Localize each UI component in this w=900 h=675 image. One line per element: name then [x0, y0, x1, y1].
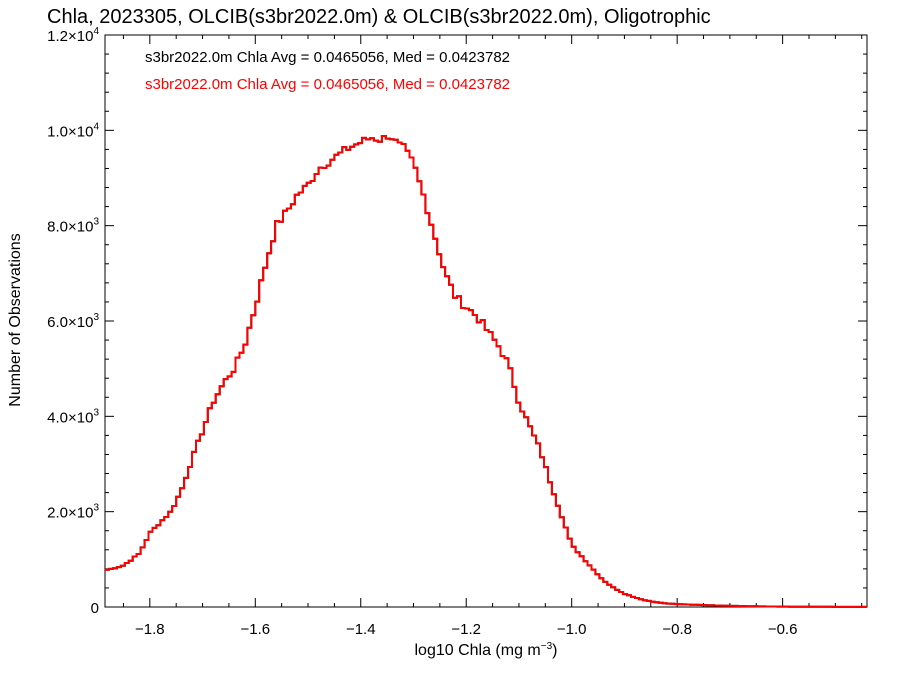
stats-annotation-black: s3br2022.0m Chla Avg = 0.0465056, Med = … [145, 49, 510, 66]
x-tick-label: −0.6 [768, 621, 798, 638]
y-tick-label: 1.2×104 [47, 26, 99, 45]
x-axis-label-suffix: ) [552, 642, 557, 659]
x-tick-label: −1.0 [557, 621, 587, 638]
x-tick-label: −1.2 [451, 621, 481, 638]
x-axis-label: log10 Chla (mg m−3) [414, 641, 557, 659]
y-tick-label: 8.0×103 [47, 217, 99, 236]
x-tick-label: −1.6 [240, 621, 270, 638]
y-tick-label: 2.0×103 [47, 503, 99, 522]
histogram-series-line-0 [105, 135, 867, 608]
histogram-series-line-1 [105, 135, 867, 608]
x-axis: −1.8 −1.6 −1.4 −1.2 −1.0 −0.8 −0.6 [122, 35, 863, 638]
y-tick-label: 0 [91, 600, 99, 617]
y-tick-label: 6.0×103 [47, 312, 99, 331]
y-axis: 0 2.0×103 4.0×103 6.0×103 8.0×103 1.0×104 1.2×… [47, 26, 867, 617]
chart-title: Chla, 2023305, OLCIB(s3br2022.0m) & OLCI… [47, 6, 711, 28]
y-tick-label: 1.0×104 [47, 121, 99, 140]
x-tick-label: −1.8 [135, 621, 165, 638]
x-tick-label: −0.8 [662, 621, 692, 638]
plot-frame [104, 34, 868, 608]
y-tick-label: 4.0×103 [47, 407, 99, 426]
y-axis-label: Number of Observations [7, 233, 24, 406]
stats-annotation-red: s3br2022.0m Chla Avg = 0.0465056, Med = … [145, 76, 510, 93]
x-axis-label-prefix: log10 Chla (mg m [414, 642, 540, 659]
x-axis-label-sup: −3 [541, 641, 553, 652]
histogram-series [105, 135, 867, 608]
x-tick-label: −1.4 [346, 621, 376, 638]
